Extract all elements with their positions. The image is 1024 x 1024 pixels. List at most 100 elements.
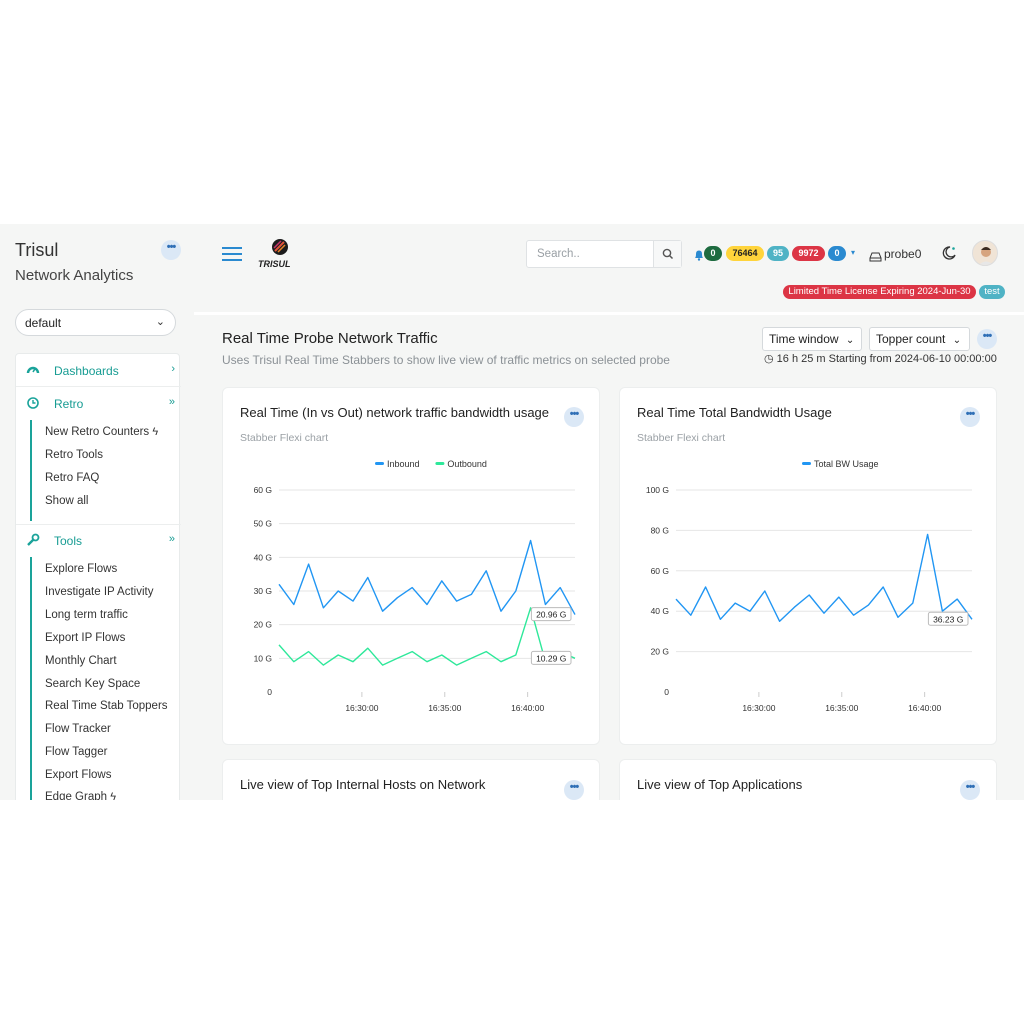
sidebar-item-flow-tagger[interactable]: Flow Tagger bbox=[45, 746, 108, 758]
x-tick-label: 16:40:00 bbox=[511, 703, 544, 713]
sidebar-item-edge-graph[interactable]: Edge Graph ϟ bbox=[45, 791, 116, 800]
gauge-icon bbox=[26, 363, 40, 377]
bolt-icon: ϟ bbox=[152, 426, 159, 438]
x-tick-label: 16:30:00 bbox=[345, 703, 378, 713]
sidebar-item-label: Retro bbox=[54, 397, 84, 411]
last-value-label: 36.23 G bbox=[927, 611, 969, 626]
card-top-apps: Live view of Top Applications ••• bbox=[619, 759, 997, 800]
legend-label: Total BW Usage bbox=[814, 459, 879, 469]
app-frame: Trisul Network Analytics ••• default ⌄ D… bbox=[0, 224, 1024, 800]
search-icon bbox=[662, 248, 674, 260]
sidebar-item-stab-toppers[interactable]: Real Time Stab Toppers bbox=[45, 700, 168, 712]
topper-count-dropdown[interactable]: Topper count ⌄ bbox=[869, 327, 970, 351]
double-chevron-down-icon: » bbox=[168, 533, 175, 545]
app-subtitle: Network Analytics bbox=[15, 267, 134, 284]
sidebar-item-retro[interactable]: Retro » bbox=[16, 388, 181, 420]
card-title: Real Time Total Bandwidth Usage bbox=[637, 405, 832, 420]
sidebar-item-explore-flows[interactable]: Explore Flows bbox=[45, 563, 118, 575]
sidebar-item-export-ip-flows[interactable]: Export IP Flows bbox=[45, 632, 126, 644]
chevron-down-icon: ⌄ bbox=[952, 335, 962, 346]
card-more-button[interactable]: ••• bbox=[960, 780, 980, 800]
y-tick-label: 50 G bbox=[254, 519, 272, 529]
sidebar-item-dashboards[interactable]: Dashboards › bbox=[16, 355, 181, 387]
legend-label: Outbound bbox=[447, 459, 487, 469]
counter-badge-teal[interactable]: 95 bbox=[767, 246, 789, 261]
counter-badge-red[interactable]: 9972 bbox=[792, 246, 825, 261]
test-badge: test bbox=[979, 285, 1005, 299]
double-chevron-down-icon: » bbox=[168, 396, 175, 408]
sidebar-item-label: Tools bbox=[54, 534, 83, 548]
card-subtitle: Stabber Flexi chart bbox=[240, 432, 329, 444]
tools-submenu: Explore Flows Investigate IP Activity Lo… bbox=[30, 557, 168, 800]
time-window-dropdown[interactable]: Time window ⌄ bbox=[762, 327, 862, 351]
sidebar-item-new-retro-counters[interactable]: New Retro Counters ϟ bbox=[45, 426, 159, 438]
x-tick-label: 16:35:00 bbox=[825, 703, 858, 713]
y-tick-label: 40 G bbox=[254, 552, 272, 562]
time-info: ◷ 16 h 25 m Starting from 2024-06-10 00:… bbox=[764, 353, 997, 365]
bell-icon[interactable] bbox=[694, 248, 704, 261]
card-subtitle: Stabber Flexi chart bbox=[637, 432, 726, 444]
svg-text:36.23 G: 36.23 G bbox=[933, 614, 963, 624]
sidebar-item-retro-tools[interactable]: Retro Tools bbox=[45, 449, 103, 461]
bolt-icon: ϟ bbox=[110, 791, 117, 800]
sidebar-item-long-term-traffic[interactable]: Long term traffic bbox=[45, 609, 128, 621]
svg-text:20.96 G: 20.96 G bbox=[536, 610, 566, 620]
logo-text: TRISUL bbox=[258, 259, 291, 269]
sidebar-item-retro-faq[interactable]: Retro FAQ bbox=[45, 472, 100, 484]
license-badge: Limited Time License Expiring 2024-Jun-3… bbox=[783, 285, 976, 299]
avatar[interactable] bbox=[972, 240, 998, 266]
y-tick-label: 0 bbox=[664, 687, 669, 697]
chevron-right-icon: › bbox=[171, 363, 175, 375]
wrench-icon bbox=[26, 533, 40, 547]
card-more-button[interactable]: ••• bbox=[564, 407, 584, 427]
last-value-label: 20.96 G bbox=[530, 607, 572, 622]
sidebar-item-tools[interactable]: Tools » bbox=[16, 524, 181, 556]
sidebar-item-export-flows[interactable]: Export Flows bbox=[45, 769, 112, 781]
page-more-button[interactable]: ••• bbox=[977, 329, 997, 349]
hdd-icon bbox=[869, 249, 882, 262]
counter-badge-yellow[interactable]: 76464 bbox=[726, 246, 764, 261]
last-value-label: 10.29 G bbox=[530, 650, 572, 665]
alerts-badge[interactable]: 0 bbox=[704, 246, 722, 261]
sidebar-item-show-all[interactable]: Show all bbox=[45, 495, 89, 507]
legend-label: Inbound bbox=[387, 459, 420, 469]
sidebar-item-monthly-chart[interactable]: Monthly Chart bbox=[45, 655, 117, 667]
sidebar-item-investigate-ip[interactable]: Investigate IP Activity bbox=[45, 586, 154, 598]
sidebar-item-flow-tracker[interactable]: Flow Tracker bbox=[45, 723, 111, 735]
card-more-button[interactable]: ••• bbox=[960, 407, 980, 427]
retro-submenu: New Retro Counters ϟ Retro Tools Retro F… bbox=[30, 420, 158, 521]
probe-selector[interactable]: probe0 bbox=[884, 247, 922, 261]
x-tick-label: 16:40:00 bbox=[908, 703, 941, 713]
sidebar-more-button[interactable]: ••• bbox=[161, 240, 181, 260]
counter-badge-blue[interactable]: 0 bbox=[828, 246, 846, 261]
card-title: Real Time (In vs Out) network traffic ba… bbox=[240, 405, 550, 420]
y-tick-label: 100 G bbox=[646, 485, 669, 495]
search-input[interactable]: Search.. bbox=[537, 248, 580, 260]
y-tick-label: 20 G bbox=[254, 620, 272, 630]
context-select[interactable]: default ⌄ bbox=[15, 309, 176, 336]
search-button[interactable] bbox=[653, 241, 681, 267]
page-title: Real Time Probe Network Traffic bbox=[222, 330, 438, 347]
context-select-value: default bbox=[25, 316, 62, 330]
x-tick-label: 16:35:00 bbox=[428, 703, 461, 713]
sidebar-menu: Dashboards › Retro » New Retro Counters … bbox=[15, 353, 181, 800]
moon-icon[interactable] bbox=[941, 245, 957, 261]
sidebar-item-search-key-space[interactable]: Search Key Space bbox=[45, 678, 141, 690]
clock-icon bbox=[26, 396, 40, 410]
legend-swatch bbox=[802, 462, 811, 465]
card-more-button[interactable]: ••• bbox=[564, 780, 584, 800]
sidebar-item-label: Dashboards bbox=[54, 364, 119, 378]
search-box: Search.. bbox=[526, 240, 682, 268]
legend-swatch bbox=[435, 462, 445, 465]
y-tick-label: 30 G bbox=[254, 586, 272, 596]
page-subtitle: Uses Trisul Real Time Stabbers to show l… bbox=[222, 353, 670, 367]
hamburger-menu-button[interactable] bbox=[222, 247, 242, 261]
trisul-logo: TRISUL bbox=[256, 238, 306, 270]
y-tick-label: 10 G bbox=[254, 653, 272, 663]
chart-card-total: Real Time Total Bandwidth Usage ••• Stab… bbox=[619, 387, 997, 745]
caret-down-icon[interactable]: ▾ bbox=[851, 248, 856, 257]
sidebar: Trisul Network Analytics ••• default ⌄ D… bbox=[0, 224, 194, 800]
y-tick-label: 20 G bbox=[651, 647, 669, 657]
series-line bbox=[278, 607, 576, 666]
x-tick-label: 16:30:00 bbox=[742, 703, 775, 713]
